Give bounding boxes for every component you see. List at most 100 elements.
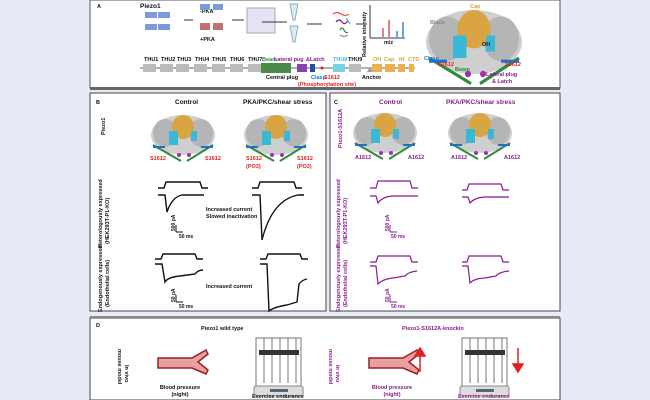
piezo-tetramer-icons — [145, 12, 170, 30]
model-label: mouse model — [327, 349, 333, 385]
panel-b-letter: B — [96, 100, 100, 106]
panel-a-letter: A — [97, 4, 101, 10]
scale-bar — [389, 225, 397, 233]
voltage-step-trace — [252, 181, 302, 189]
row-label: (HEK293T-P1-KO) — [343, 198, 349, 244]
voltage-step-trace — [158, 181, 208, 189]
model-label: In vivo — [334, 365, 340, 383]
svg-text:Anchor: Anchor — [362, 75, 382, 81]
current-trace-pka — [462, 196, 509, 205]
phosphate-label: (PO3) — [297, 164, 312, 170]
scale-bar — [175, 225, 183, 233]
scale-x-label: 50 ms — [179, 234, 193, 240]
site-label: A1612 — [355, 155, 371, 161]
x-axis-label: m/z — [384, 40, 393, 46]
row-label: (Endothelial cells) — [105, 260, 111, 307]
structure-labels: Cap Blade OH Clasp S1612 Beam S1612 Late… — [424, 4, 521, 85]
bp-label: (night) — [383, 392, 400, 398]
wild-type-title: Piezo1 wild type — [201, 326, 243, 332]
svg-text:THU7: THU7 — [248, 57, 262, 63]
scale-bar — [389, 295, 397, 303]
bp-label: Blood pressure — [160, 385, 200, 391]
scale-x-label: 50 ms — [391, 304, 405, 310]
panel-b-col-control: Control — [175, 99, 198, 106]
scale-x-label: 50 ms — [179, 304, 193, 310]
svg-text:THU1: THU1 — [144, 57, 158, 63]
mass-spectrum — [369, 5, 405, 39]
svg-text:CTD: CTD — [408, 57, 419, 63]
current-trace-pka — [462, 265, 510, 285]
model-label: mouse model — [116, 349, 122, 385]
svg-text:&Latch: &Latch — [306, 57, 325, 63]
voltage-step-trace — [155, 253, 203, 260]
note-increased-current: Increased current — [206, 207, 252, 213]
knockin-title: Piezo1-S1612A-knockin — [402, 326, 464, 332]
current-trace-pka — [252, 194, 304, 241]
voltage-step-trace — [462, 183, 509, 191]
svg-text:THU6: THU6 — [230, 57, 244, 63]
svg-text:Beam: Beam — [455, 67, 470, 73]
current-trace-pka — [260, 263, 308, 313]
bp-label: Blood pressure — [372, 385, 412, 391]
svg-text:THU2: THU2 — [161, 57, 175, 63]
svg-text:Lateral plug: Lateral plug — [486, 72, 517, 78]
scale-y-label: 50 pA — [385, 288, 391, 302]
scale-y-label: 50 pA — [171, 288, 177, 302]
svg-text:Central plug: Central plug — [266, 75, 298, 81]
voltage-step-trace — [462, 255, 509, 263]
svg-text:(Phosphorylation site): (Phosphorylation site) — [298, 82, 356, 88]
panel-c-letter: C — [334, 100, 338, 106]
exercise-label: Exercise endurance — [252, 394, 304, 400]
scale-x-label: 50 ms — [391, 234, 405, 240]
svg-text:S1612: S1612 — [438, 62, 454, 68]
panel-c-col-control: Control — [379, 99, 402, 106]
row-label: Heterologously expressed — [336, 179, 342, 248]
svg-text:THU5: THU5 — [212, 57, 226, 63]
svg-text:Clasp: Clasp — [311, 75, 327, 81]
panel-b-row-piezo1: Piezo1 — [101, 118, 107, 135]
row-label: (Endothelial cells) — [343, 260, 349, 307]
current-trace-control — [158, 194, 204, 213]
svg-text:OH: OH — [373, 57, 381, 63]
site-label: S1612 — [297, 156, 313, 162]
voltage-step-trace — [370, 180, 418, 189]
y-axis-label: Relative intensity — [362, 11, 368, 57]
plus-pka-label: +PKA — [200, 37, 215, 43]
panel-c-col-pka: PKA/PKC/shear stress — [446, 99, 516, 106]
unphosphorylated-protein-icon — [200, 4, 223, 10]
svg-text:THU3: THU3 — [177, 57, 191, 63]
site-label: S1612 — [205, 156, 221, 162]
svg-text:THU4: THU4 — [195, 57, 210, 63]
phosphorylated-protein-icon — [200, 23, 223, 30]
svg-text:Clasp: Clasp — [424, 56, 440, 62]
phosphate-label: (PO3) — [246, 164, 261, 170]
row-label: Endogenously expressed — [98, 245, 104, 312]
site-label: A1612 — [504, 155, 520, 161]
row-label: (HEK293T-P1-KO) — [105, 198, 111, 244]
svg-text:THU8: THU8 — [333, 57, 347, 63]
note-slowed-inactivation: Slowed inactivation — [206, 214, 258, 220]
bp-label: (night) — [171, 392, 188, 398]
voltage-step-trace — [370, 255, 418, 263]
model-label: In vivo — [123, 365, 129, 383]
panel-d-letter: D — [96, 323, 100, 329]
svg-text:Beam: Beam — [262, 57, 277, 63]
svg-text:IH: IH — [399, 57, 405, 63]
note-increased-current: Increased current — [206, 284, 252, 290]
voltage-step-trace — [260, 253, 308, 260]
svg-text:Blade: Blade — [430, 20, 445, 26]
site-label: A1612 — [408, 155, 424, 161]
panel-a-title: Piezo1 — [140, 3, 161, 10]
domain-map — [143, 63, 414, 73]
svg-text:Lateral pug: Lateral pug — [274, 57, 304, 63]
svg-text:Cap: Cap — [470, 4, 481, 10]
site-label: S1612 — [150, 156, 166, 162]
site-label: S1612 — [246, 156, 262, 162]
peptides-icon — [332, 11, 351, 38]
svg-text:S1612: S1612 — [505, 62, 521, 68]
current-trace-control — [370, 265, 418, 286]
scale-y-label: 500 pA — [171, 214, 177, 231]
scale-y-label: 500 pA — [385, 214, 391, 231]
